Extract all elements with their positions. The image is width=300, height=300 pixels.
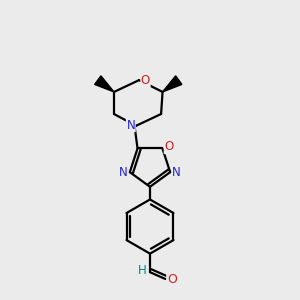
Text: O: O <box>167 273 177 286</box>
Text: O: O <box>141 74 150 87</box>
Text: N: N <box>126 119 135 132</box>
Text: H: H <box>137 264 146 277</box>
Text: N: N <box>172 166 181 179</box>
Polygon shape <box>95 76 114 92</box>
Text: N: N <box>119 166 128 179</box>
Text: O: O <box>164 140 174 154</box>
Polygon shape <box>163 76 182 92</box>
